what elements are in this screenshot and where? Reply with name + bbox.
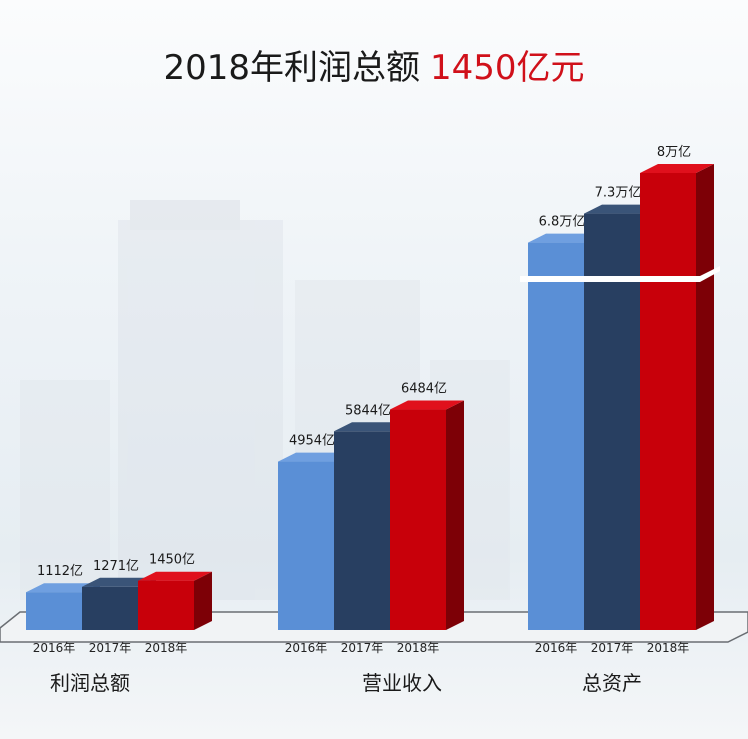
x-tick-label: 2018年 <box>397 641 440 655</box>
data-label: 1271亿 <box>93 559 139 574</box>
bar-top <box>26 583 100 593</box>
bar-top <box>584 204 658 214</box>
category-label: 总资产 <box>582 671 642 695</box>
data-label: 1112亿 <box>37 564 83 579</box>
x-tick-label: 2018年 <box>145 641 188 655</box>
data-label: 5844亿 <box>345 403 391 418</box>
bar <box>528 242 584 630</box>
title-main: 2018年利润总额 <box>163 48 420 88</box>
axis-break <box>520 266 720 282</box>
bar-side <box>696 164 714 630</box>
bar <box>390 409 446 630</box>
x-tick-label: 2016年 <box>535 641 578 655</box>
bar <box>640 173 696 630</box>
x-tick-label: 2016年 <box>285 641 328 655</box>
bar <box>334 431 390 630</box>
bar <box>278 461 334 630</box>
x-tick-label: 2017年 <box>341 641 384 655</box>
bar <box>138 580 194 630</box>
bar-side <box>194 571 212 630</box>
title-highlight: 1450亿元 <box>430 48 585 88</box>
bar-top <box>640 164 714 173</box>
data-label: 8万亿 <box>657 145 691 160</box>
x-tick-label: 2016年 <box>33 641 76 655</box>
bar <box>82 586 138 630</box>
bar-top <box>278 452 352 462</box>
bar-top <box>334 422 408 432</box>
category-label: 营业收入 <box>362 671 442 695</box>
data-label: 6.8万亿 <box>539 215 586 230</box>
category-label: 利润总额 <box>50 671 130 695</box>
bar-top <box>390 400 464 410</box>
data-label: 6484亿 <box>401 382 447 397</box>
data-label: 7.3万亿 <box>595 186 642 201</box>
bar-side <box>446 400 464 630</box>
bar <box>584 213 640 630</box>
x-tick-label: 2017年 <box>89 641 132 655</box>
bar <box>26 592 82 630</box>
bar-top <box>82 577 156 587</box>
data-label: 4954亿 <box>289 434 335 449</box>
bar-top <box>528 233 602 243</box>
chart-title: 2018年利润总额 1450亿元 <box>0 40 748 89</box>
data-label: 1450亿 <box>149 553 195 568</box>
x-tick-label: 2017年 <box>591 641 634 655</box>
bar-top <box>138 571 212 581</box>
x-tick-label: 2018年 <box>647 641 690 655</box>
